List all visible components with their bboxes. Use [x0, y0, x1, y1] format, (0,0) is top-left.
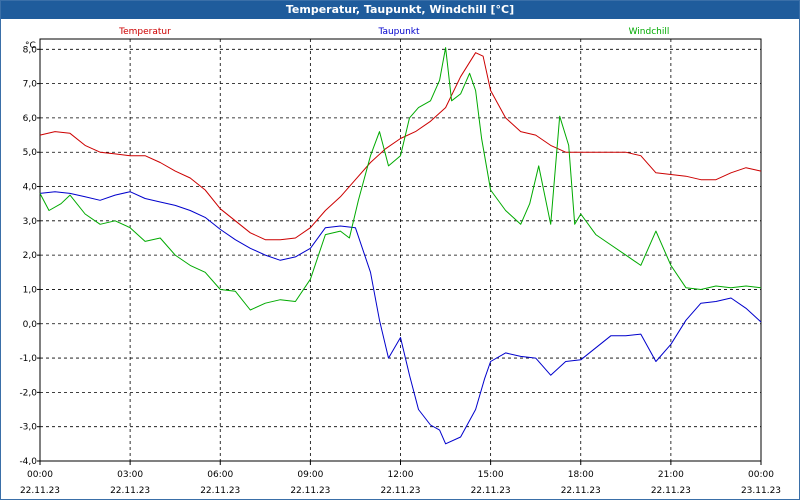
x-tick-time: 03:00	[117, 470, 143, 480]
legend-taupunkt: Taupunkt	[377, 27, 420, 37]
x-tick-time: 00:00	[27, 470, 53, 480]
x-tick-date: 22.11.23	[20, 486, 60, 496]
x-tick-date: 22.11.23	[651, 486, 691, 496]
x-tick-time: 12:00	[388, 470, 414, 480]
y-tick-label: 7,0	[23, 80, 38, 90]
y-tick-label: 4,0	[23, 183, 38, 193]
series-lines	[39, 47, 762, 445]
x-tick-date: 23.11.23	[741, 486, 781, 496]
x-tick-time: 18:00	[568, 470, 594, 480]
x-tick-date: 22.11.23	[471, 486, 511, 496]
legend: Temperatur Taupunkt Windchill	[118, 27, 669, 37]
y-tick-label: -2,0	[19, 388, 37, 398]
y-tick-label: 0,0	[23, 320, 38, 330]
x-tick-time: 15:00	[478, 470, 504, 480]
x-tick-date: 22.11.23	[290, 486, 330, 496]
x-tick-date: 22.11.23	[200, 486, 240, 496]
y-tick-label: 2,0	[23, 251, 38, 261]
y-tick-label: -1,0	[19, 354, 37, 364]
y-axis-ticks: 8,0 7,0 6,0 5,0 4,0 3,0 2,0 1,0 0,0 -1,0 -2,0 -3,0 -…	[19, 45, 40, 467]
x-tick-time: 00:00	[748, 470, 774, 480]
y-tick-label: 6,0	[23, 114, 38, 124]
series-line-windchill	[39, 47, 762, 311]
y-axis-label: °C	[25, 41, 36, 51]
x-tick-time: 09:00	[297, 470, 323, 480]
x-tick-date: 22.11.23	[380, 486, 420, 496]
legend-windchill: Windchill	[629, 27, 670, 37]
y-tick-label: 3,0	[23, 217, 38, 227]
y-tick-label: 1,0	[23, 285, 38, 295]
x-tick-time: 21:00	[658, 470, 684, 480]
y-tick-label: 5,0	[23, 148, 38, 158]
legend-temperatur: Temperatur	[118, 27, 171, 37]
grid	[39, 39, 762, 462]
x-tick-date: 22.11.23	[561, 486, 601, 496]
x-tick-time: 06:00	[207, 470, 233, 480]
x-axis-ticks: 00:00 22.11.23 03:00 22.11.23 06:00 22.11.23 0…	[20, 461, 781, 496]
y-tick-label: -3,0	[19, 423, 37, 433]
series-line-taupunkt	[39, 191, 762, 445]
series-line-temperatur	[39, 52, 762, 241]
y-tick-label: 8,0	[23, 45, 38, 55]
x-tick-date: 22.11.23	[110, 486, 150, 496]
y-tick-label: -4,0	[19, 457, 37, 467]
window-title: Temperatur, Taupunkt, Windchill [°C]	[1, 1, 799, 19]
